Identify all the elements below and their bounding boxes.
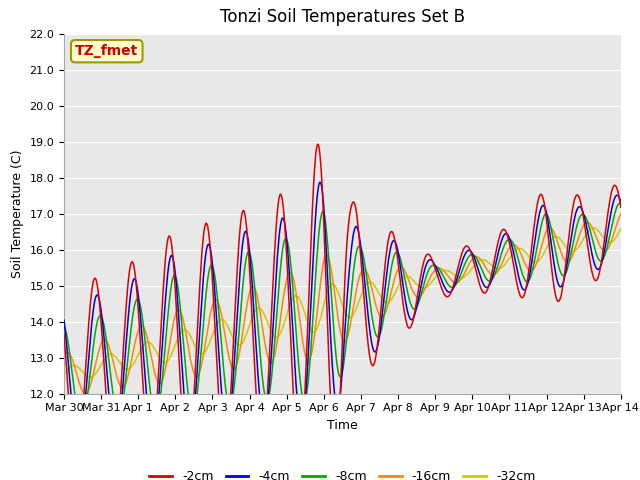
Legend: -2cm, -4cm, -8cm, -16cm, -32cm: -2cm, -4cm, -8cm, -16cm, -32cm [145, 465, 540, 480]
Text: TZ_fmet: TZ_fmet [75, 44, 138, 58]
X-axis label: Time: Time [327, 419, 358, 432]
Title: Tonzi Soil Temperatures Set B: Tonzi Soil Temperatures Set B [220, 9, 465, 26]
Y-axis label: Soil Temperature (C): Soil Temperature (C) [11, 149, 24, 278]
